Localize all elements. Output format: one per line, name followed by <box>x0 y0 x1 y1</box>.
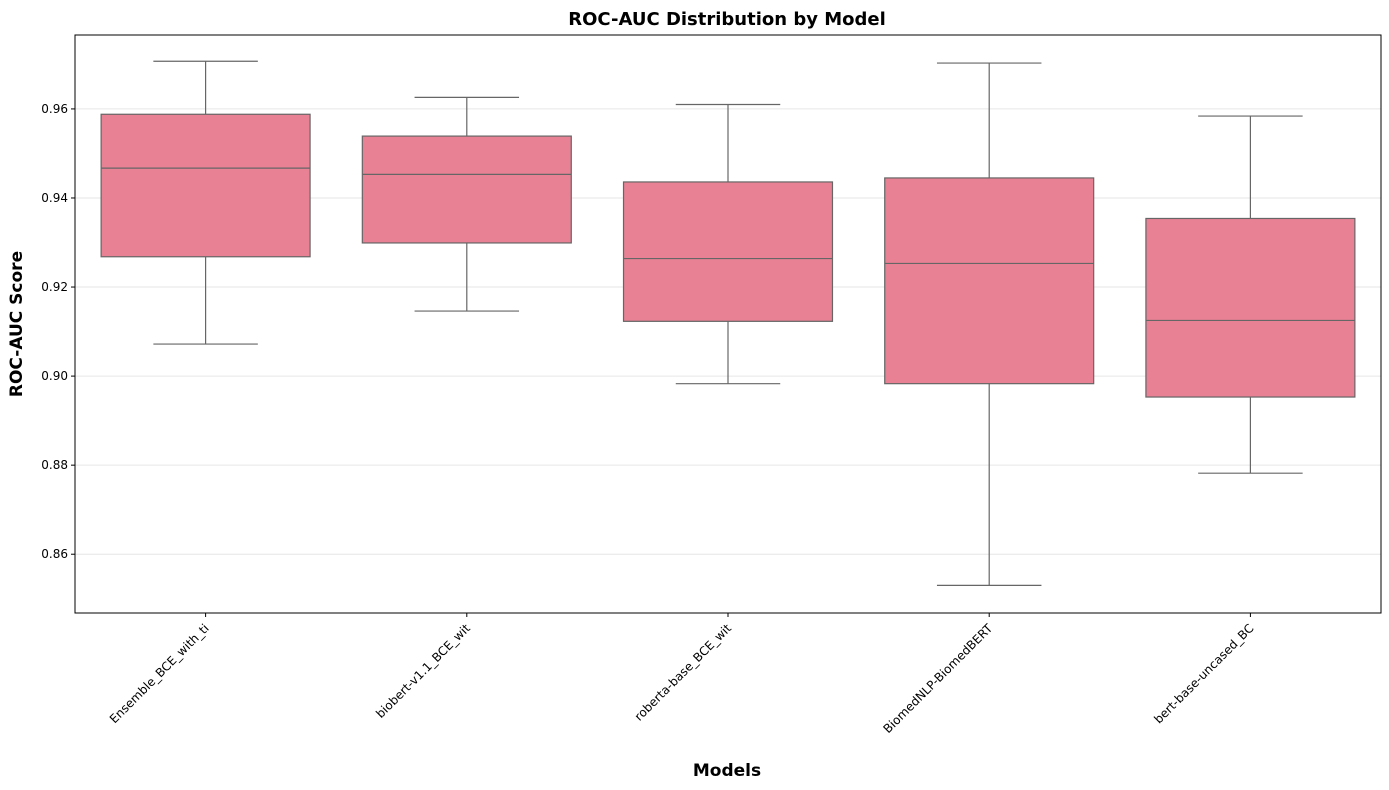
box-group <box>361 96 572 312</box>
box <box>100 113 311 258</box>
box-group <box>622 103 834 385</box>
box <box>1145 217 1356 398</box>
y-tick-label: 0.92 <box>41 280 68 294</box>
box <box>884 177 1095 385</box>
box-group <box>100 60 311 345</box>
x-axis-label: Models <box>693 761 761 781</box>
chart-title: ROC-AUC Distribution by Model <box>568 9 886 30</box>
y-tick-label: 0.88 <box>41 458 68 472</box>
y-tick-label: 0.96 <box>41 102 68 116</box>
box-group <box>884 62 1095 586</box>
box <box>622 181 834 322</box>
y-axis-label: ROC-AUC Score <box>7 251 27 397</box>
y-tick-label: 0.90 <box>41 369 68 383</box>
y-tick-label: 0.94 <box>41 191 68 205</box>
y-tick-label: 0.86 <box>41 547 68 561</box>
box-group <box>1145 115 1356 474</box>
box <box>361 135 572 244</box>
y-axis-ticks: 0.86 0.88 0.90 0.92 0.94 0.96 <box>41 102 75 561</box>
box-plots <box>100 60 1356 586</box>
